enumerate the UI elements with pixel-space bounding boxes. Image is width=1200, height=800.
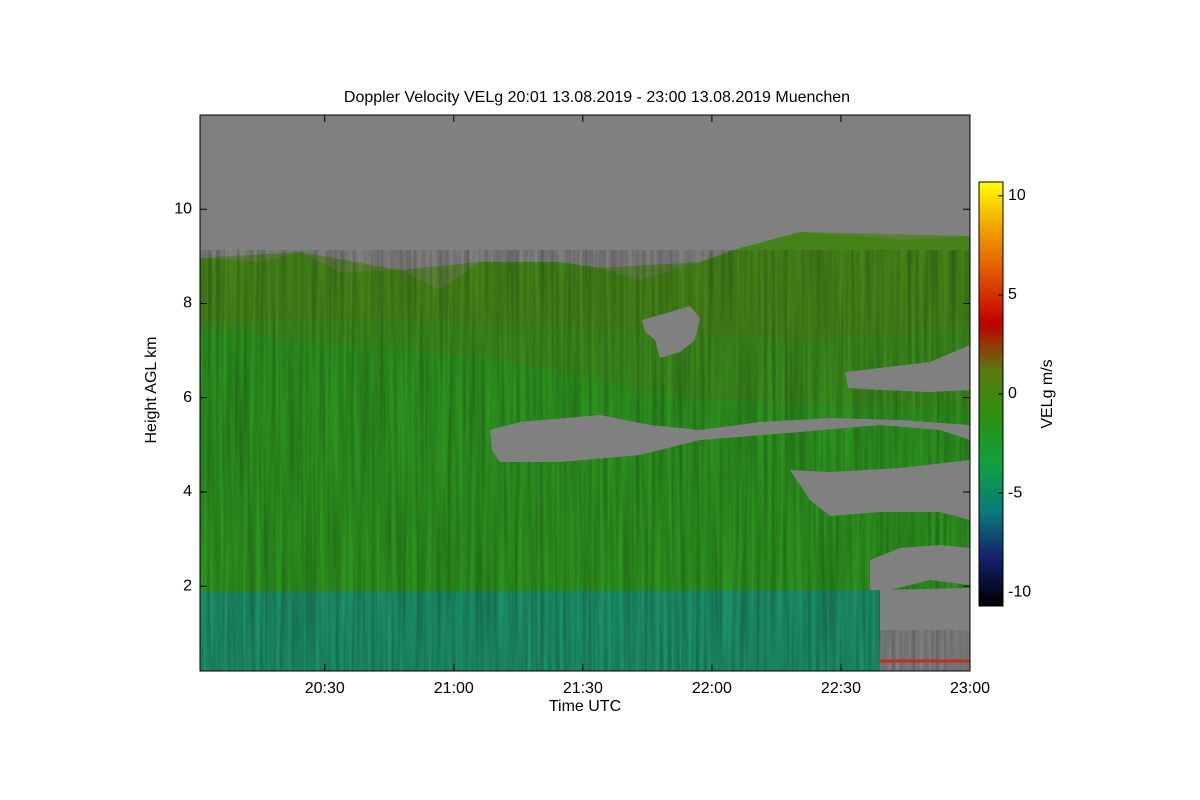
y-tick-label: 6 — [183, 389, 192, 406]
x-tick-label: 22:30 — [821, 680, 861, 697]
gap-right-low — [790, 460, 970, 520]
gap-right — [845, 345, 970, 392]
gap-mid — [490, 415, 970, 462]
x-tick-label: 23:00 — [950, 680, 990, 697]
colorbar-label: VELg m/s — [1039, 359, 1056, 428]
colorbar-tick-label: 5 — [1008, 286, 1017, 303]
y-axis-label: Height AGL km — [143, 336, 160, 443]
gap-right-lower — [870, 545, 970, 590]
colorbar-tick-label: -5 — [1008, 484, 1022, 501]
low-band-streaks — [200, 592, 880, 671]
velocity-field — [200, 115, 970, 671]
gap-hole — [642, 306, 700, 358]
x-tick-label: 20:30 — [305, 680, 345, 697]
surface-echo — [880, 630, 970, 671]
x-tick-label: 21:30 — [563, 680, 603, 697]
y-tick-label: 4 — [183, 483, 192, 500]
colorbar-tick-label: 0 — [1008, 385, 1017, 402]
y-tick-label: 10 — [174, 200, 192, 217]
x-axis-label: Time UTC — [549, 698, 621, 715]
colorbar-tick-label: 10 — [1008, 187, 1026, 204]
x-tick-label: 22:00 — [692, 680, 732, 697]
y-tick-label: 2 — [183, 577, 192, 594]
plot-frame — [199, 114, 971, 672]
y-tick-label: 8 — [183, 295, 192, 312]
x-tick-label: 21:00 — [434, 680, 474, 697]
colorbar-tick-label: -10 — [1008, 583, 1031, 600]
chart-title: Doppler Velocity VELg 20:01 13.08.2019 -… — [344, 89, 850, 106]
